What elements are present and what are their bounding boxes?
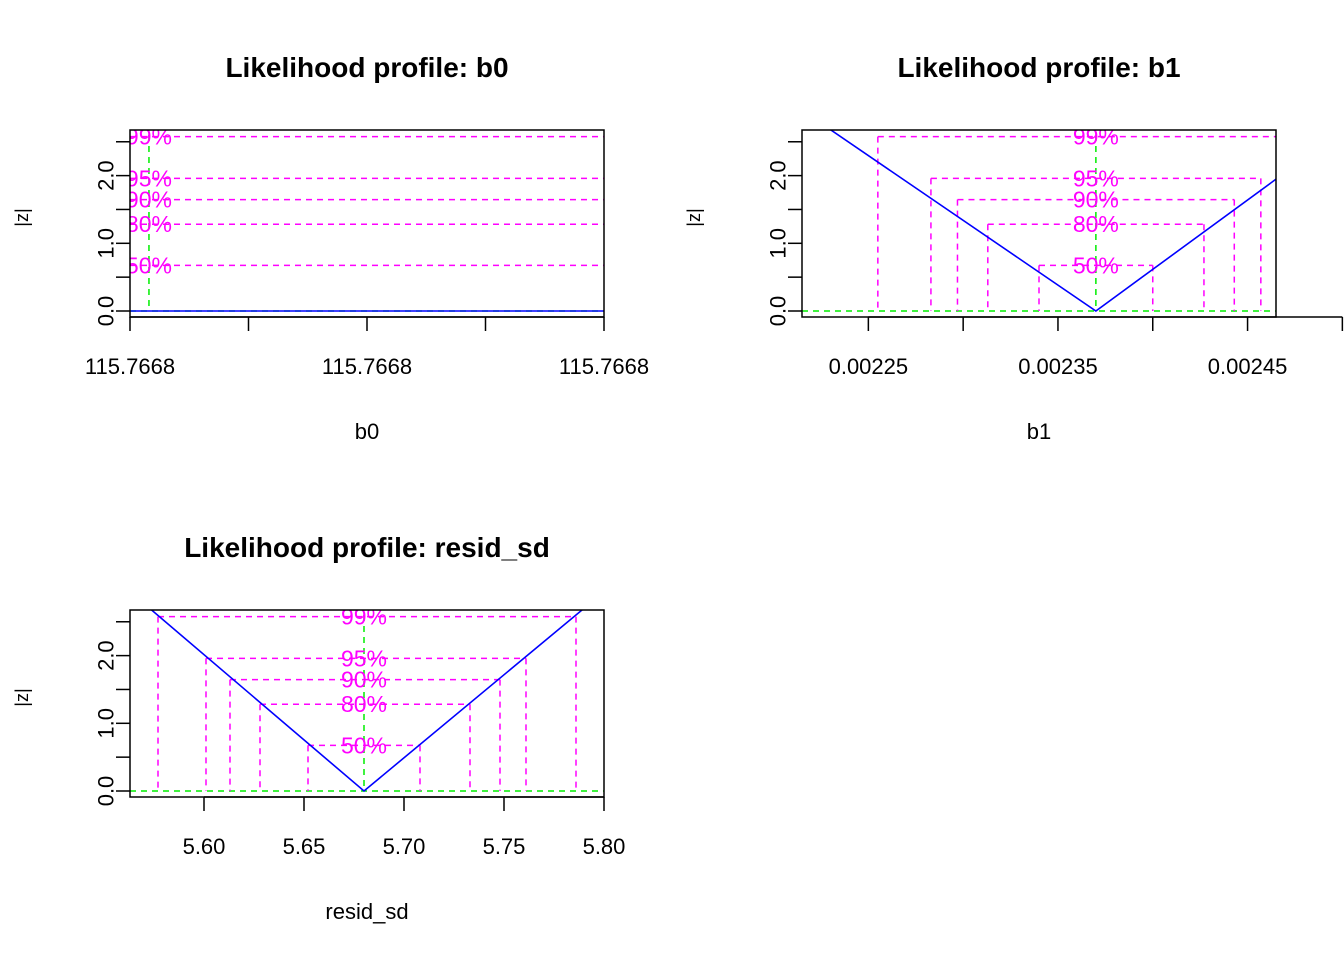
confidence-label: 90% <box>341 667 387 693</box>
x-tick-label: 5.75 <box>483 834 526 859</box>
confidence-label: 99% <box>126 124 172 150</box>
y-axis-label: |z| <box>12 208 32 226</box>
x-tick-label: 115.7668 <box>322 354 412 379</box>
y-tick-label: 2.0 <box>94 160 119 191</box>
plot-panel-resid-sd: 99% 95%90%80% 50% Likelihood profile: resid… <box>12 532 625 924</box>
chart-title: Likelihood profile: b0 <box>225 52 508 83</box>
chart-title: Likelihood profile: resid_sd <box>184 532 550 563</box>
x-axis-label: b0 <box>355 419 379 444</box>
confidence-label: 99% <box>1073 124 1119 150</box>
confidence-label: 50% <box>1073 252 1119 278</box>
x-tick-label: 115.7668 <box>559 354 649 379</box>
y-axis-label: |z| <box>684 208 704 226</box>
confidence-label: 90% <box>126 187 172 213</box>
y-tick-label: 2.0 <box>766 160 791 191</box>
y-tick-label: 0.0 <box>766 296 791 327</box>
x-tick-label: 5.70 <box>383 834 426 859</box>
plot-panel-b0: 99% 95%90%80% 50% Likelihood profile: b0 0.0… <box>12 52 649 444</box>
y-tick-label: 2.0 <box>94 640 119 671</box>
y-axis-label: |z| <box>12 688 32 706</box>
y-tick-label: 1.0 <box>94 708 119 739</box>
x-tick-label: 0.00245 <box>1208 354 1288 379</box>
confidence-label: 80% <box>1073 211 1119 237</box>
confidence-label: 50% <box>341 732 387 758</box>
x-tick-label: 5.60 <box>183 834 226 859</box>
plot-panel-b1: 99% 95%90%80% 50% Likelihood profile: b1 0.0… <box>684 52 1344 444</box>
x-tick-label: 115.7668 <box>85 354 175 379</box>
confidence-label: 95% <box>341 645 387 671</box>
y-tick-label: 1.0 <box>94 228 119 259</box>
chart-title: Likelihood profile: b1 <box>897 52 1180 83</box>
x-tick-label: 0.00225 <box>829 354 909 379</box>
confidence-label: 95% <box>1073 165 1119 191</box>
profile-line <box>150 610 584 793</box>
confidence-label: 99% <box>341 604 387 630</box>
confidence-label: 50% <box>126 252 172 278</box>
profile-line <box>829 130 1276 312</box>
x-tick-label: 5.65 <box>283 834 326 859</box>
x-tick-label: 0.00235 <box>1018 354 1098 379</box>
x-axis-label: b1 <box>1027 419 1051 444</box>
confidence-label: 80% <box>126 211 172 237</box>
y-tick-label: 0.0 <box>94 296 119 327</box>
y-tick-label: 1.0 <box>766 228 791 259</box>
confidence-label: 95% <box>126 165 172 191</box>
confidence-label: 80% <box>341 691 387 717</box>
x-axis-label: resid_sd <box>325 899 408 924</box>
x-tick-label: 5.80 <box>583 834 626 859</box>
confidence-label: 90% <box>1073 187 1119 213</box>
y-tick-label: 0.0 <box>94 776 119 807</box>
